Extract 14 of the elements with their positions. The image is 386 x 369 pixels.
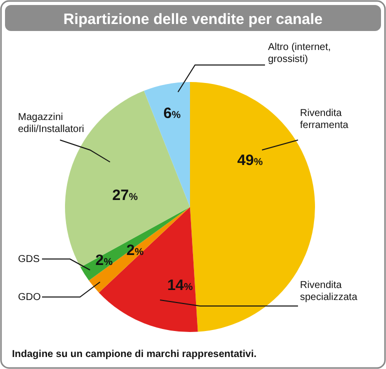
slice-label: Rivendita specializzata — [300, 280, 358, 303]
slice-label: Rivendita ferramenta — [300, 108, 349, 131]
slice-label: GDS — [18, 254, 40, 265]
pie-slice — [144, 82, 190, 207]
slice-label: Magazzini edili/Installatori — [18, 112, 84, 135]
data-label: 49% — [237, 152, 263, 169]
data-label: 14% — [167, 277, 193, 294]
data-label: 6% — [163, 105, 181, 122]
slice-label: Altro (internet, grossisti) — [268, 42, 331, 65]
text: Indagine su un campione di marchi rappresentativi. — [12, 349, 257, 360]
chart-title: Ripartizione delle vendite per canale — [63, 11, 323, 28]
data-label: 27% — [112, 187, 138, 204]
slice-label: GDO — [18, 292, 41, 303]
data-label: 2% — [95, 252, 113, 269]
